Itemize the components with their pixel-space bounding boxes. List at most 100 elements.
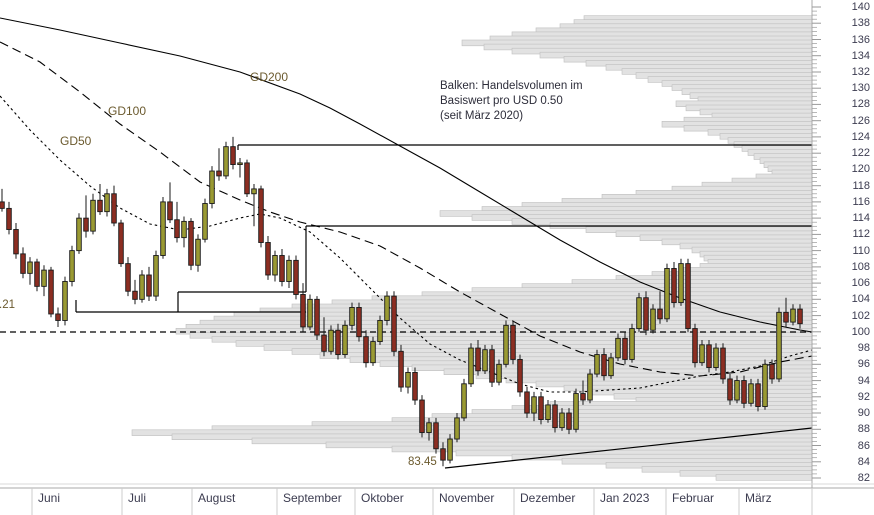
candlestick [419, 395, 425, 438]
y-axis-tick-label: 140 [851, 1, 870, 13]
candlestick [90, 193, 96, 235]
candlestick [314, 296, 320, 340]
candlestick [300, 283, 306, 332]
y-axis-tick-label: 86 [857, 439, 870, 452]
y-axis-tick-label: 102 [851, 309, 870, 322]
x-axis-tick-label: Juli [128, 491, 147, 505]
candlestick [370, 336, 376, 366]
y-axis-tick-label: 134 [851, 49, 870, 62]
candlestick [769, 359, 775, 384]
candlestick [692, 323, 698, 368]
x-axis-tick-label: Juni [38, 491, 61, 505]
candlestick [132, 279, 138, 305]
candlestick [363, 330, 369, 368]
candlestick [398, 344, 404, 392]
candlestick [181, 216, 187, 248]
candlestick [160, 197, 166, 259]
x-axis-tick-label: September [283, 491, 342, 505]
candlestick [531, 391, 537, 422]
y-axis-tick-label: 136 [851, 33, 870, 46]
candlestick [594, 349, 600, 378]
candlestick [748, 378, 754, 407]
candlestick [440, 442, 446, 467]
candlestick [734, 375, 740, 404]
y-axis-tick-label: 88 [857, 423, 870, 436]
y-axis-tick-label: 112 [852, 228, 870, 241]
candlestick [272, 250, 278, 282]
candlestick [13, 223, 19, 259]
candlestick [83, 195, 89, 238]
moving-average-gd200 [0, 17, 813, 333]
ma100-label: GD100 [108, 104, 147, 118]
y-axis-tick-label: 128 [851, 98, 870, 111]
candlestick [475, 339, 481, 376]
candlestick [636, 292, 642, 332]
candlestick [447, 434, 453, 464]
candlestick [545, 400, 551, 423]
candlestick [244, 159, 250, 198]
candlestick [797, 304, 803, 329]
candlestick [167, 182, 173, 224]
x-axis-tick-label: November [439, 491, 495, 505]
candlestick [174, 201, 180, 243]
candlestick [510, 320, 516, 365]
candlestick [6, 201, 12, 235]
candlestick [489, 344, 495, 388]
candlestick [650, 304, 656, 334]
candlestick [251, 184, 257, 227]
y-axis-tick-label: 104 [851, 293, 870, 306]
candlestick [27, 257, 33, 285]
y-axis-tick-label: 108 [851, 260, 870, 273]
candlestick [671, 261, 677, 308]
candlestick [118, 219, 124, 267]
drawn-lines-layer [0, 144, 813, 469]
candlestick [608, 352, 614, 379]
candlestick [517, 354, 523, 397]
candlestick [706, 339, 712, 373]
candlestick [713, 343, 719, 371]
candlestick [496, 359, 502, 386]
candlestick [580, 380, 586, 405]
x-axis-tick-label: Jan 2023 [600, 491, 650, 505]
candlestick [41, 265, 47, 297]
candlestick [552, 400, 558, 433]
moving-averages-layer [0, 17, 813, 393]
candlestick [678, 258, 684, 306]
candlestick [377, 315, 383, 345]
candlestick [69, 245, 75, 287]
low-price-tag: 83.45 [408, 456, 437, 468]
y-axis-tick-label: 92 [857, 390, 870, 403]
candlestick [0, 188, 5, 212]
y-axis-tick-label: 84 [857, 455, 870, 468]
y-axis-tick-label: 118 [852, 179, 870, 192]
y-axis-tick-label: 124 [851, 130, 870, 143]
candlestick [573, 388, 579, 433]
candlestick [629, 323, 635, 363]
candlestick [503, 320, 509, 368]
uptrend-support [444, 427, 813, 469]
candlestick [741, 375, 747, 409]
x-axis-tick-label: Oktober [361, 491, 404, 505]
candlestick [349, 302, 355, 331]
y-axis-tick-label: 106 [851, 277, 870, 290]
candlestick [34, 258, 40, 292]
candlestick [286, 255, 292, 288]
y-axis-tick-label: 82 [857, 472, 870, 484]
candlestick [342, 320, 348, 358]
candlestick [48, 266, 54, 318]
candlestick [216, 148, 222, 181]
candlestick [699, 339, 705, 366]
candlestick [762, 359, 768, 410]
candlestick [209, 166, 215, 209]
candlestick [307, 294, 313, 331]
y-axis-tick-label: 132 [851, 66, 870, 78]
candlestick [433, 417, 439, 454]
ma200-label: GD200 [250, 70, 289, 84]
candlestick [237, 158, 243, 178]
candlestick [230, 136, 236, 170]
left-price-tag: .21 [0, 299, 15, 311]
candlestick [685, 258, 691, 332]
y-axis-ticks [811, 0, 821, 488]
candlestick [195, 234, 201, 272]
